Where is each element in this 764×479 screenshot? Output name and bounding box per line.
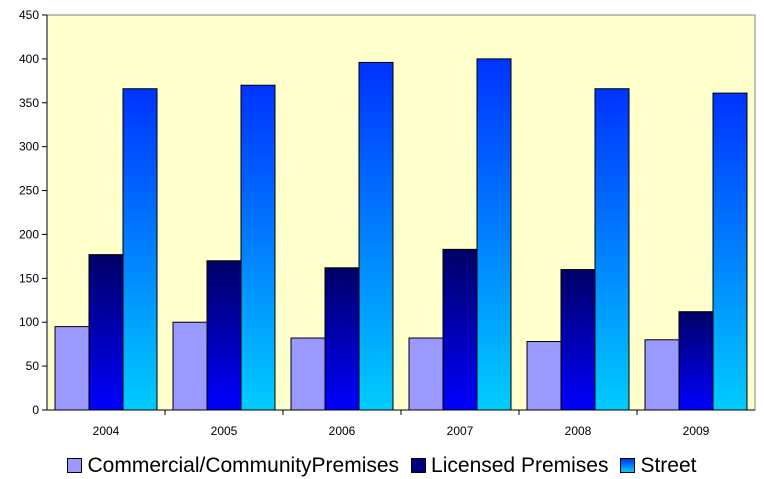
bar-licensed-2009: [678, 311, 714, 411]
y-tick-label-50: 50: [26, 359, 40, 373]
legend-label-commercial: Commercial/CommunityPremises: [87, 453, 400, 477]
bar-street-2009: [712, 92, 748, 411]
x-tick-label-2006: 2006: [329, 424, 356, 438]
bar-licensed-2004: [88, 254, 124, 411]
legend-swatch-licensed: [411, 458, 427, 473]
y-tick-label-100: 100: [19, 315, 39, 329]
legend-item-commercial: Commercial/CommunityPremises: [67, 454, 399, 478]
y-tick-label-450: 450: [19, 8, 39, 22]
bar-street-2004: [122, 88, 158, 411]
y-tick-label-250: 250: [19, 184, 39, 198]
bar-commercial-2009: [644, 339, 680, 411]
legend-swatch-street: [620, 458, 636, 473]
bar-commercial-2004: [54, 326, 90, 411]
y-tick-label-350: 350: [19, 96, 39, 110]
x-tick-label-2009: 2009: [683, 424, 710, 438]
axes-group: 2004 2005 2006 2007 2008 2009 0 50 100 150 200 250 3…: [19, 8, 755, 438]
bar-licensed-2007: [442, 248, 478, 411]
y-tick-label-300: 300: [19, 140, 39, 154]
bar-licensed-2006: [324, 267, 360, 411]
y-tick-label-150: 150: [19, 271, 39, 285]
bar-commercial-2007: [408, 337, 444, 411]
bar-commercial-2005: [172, 321, 208, 411]
bar-commercial-2008: [526, 341, 562, 411]
y-tick-label-0: 0: [32, 403, 39, 417]
legend-label-street: Street: [640, 453, 697, 477]
legend: Commercial/CommunityPremises Licensed Pr…: [0, 452, 764, 479]
bar-street-2005: [240, 84, 276, 411]
plot-area: [46, 14, 756, 411]
bar-street-2007: [476, 58, 512, 411]
bar-commercial-2006: [290, 337, 326, 411]
legend-swatch-commercial: [67, 458, 83, 473]
x-tick-label-2008: 2008: [565, 424, 592, 438]
x-tick-label-2007: 2007: [447, 424, 474, 438]
bar-licensed-2008: [560, 269, 596, 411]
x-tick-label-2005: 2005: [211, 424, 238, 438]
bar-street-2006: [358, 61, 394, 411]
legend-label-licensed: Licensed Premises: [431, 453, 609, 477]
legend-item-street: Street: [620, 453, 697, 478]
bar-licensed-2005: [206, 260, 242, 411]
y-tick-label-200: 200: [19, 227, 39, 241]
bars-group: [54, 58, 748, 411]
legend-item-licensed: Licensed Premises: [411, 454, 608, 478]
y-tick-label-400: 400: [19, 52, 39, 66]
x-tick-label-2004: 2004: [93, 424, 120, 438]
bar-street-2008: [594, 88, 630, 411]
